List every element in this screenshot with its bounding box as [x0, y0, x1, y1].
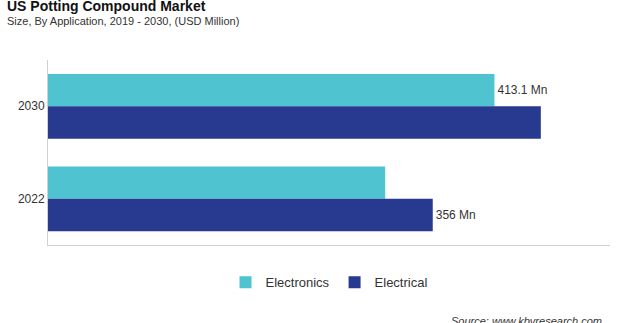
svg-text:Electronics: Electronics	[266, 275, 330, 290]
svg-text:US Potting Compound Market: US Potting Compound Market	[7, 0, 206, 14]
svg-text:413.1 Mn: 413.1 Mn	[497, 83, 547, 97]
svg-text:Size, By Application, 2019 - 2: Size, By Application, 2019 - 2030, (USD …	[7, 15, 239, 27]
svg-text:Source: www.kbvresearch.com: Source: www.kbvresearch.com	[451, 315, 602, 323]
svg-text:356 Mn: 356 Mn	[436, 208, 476, 222]
svg-text:2022: 2022	[18, 192, 45, 206]
svg-text:Electrical: Electrical	[375, 275, 428, 290]
svg-text:2030: 2030	[18, 99, 45, 113]
